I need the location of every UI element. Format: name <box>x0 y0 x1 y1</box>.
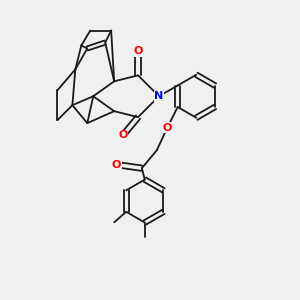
Text: O: O <box>134 46 143 56</box>
Text: O: O <box>118 130 128 140</box>
Text: O: O <box>163 123 172 133</box>
Text: O: O <box>112 160 121 170</box>
Text: N: N <box>154 91 164 101</box>
